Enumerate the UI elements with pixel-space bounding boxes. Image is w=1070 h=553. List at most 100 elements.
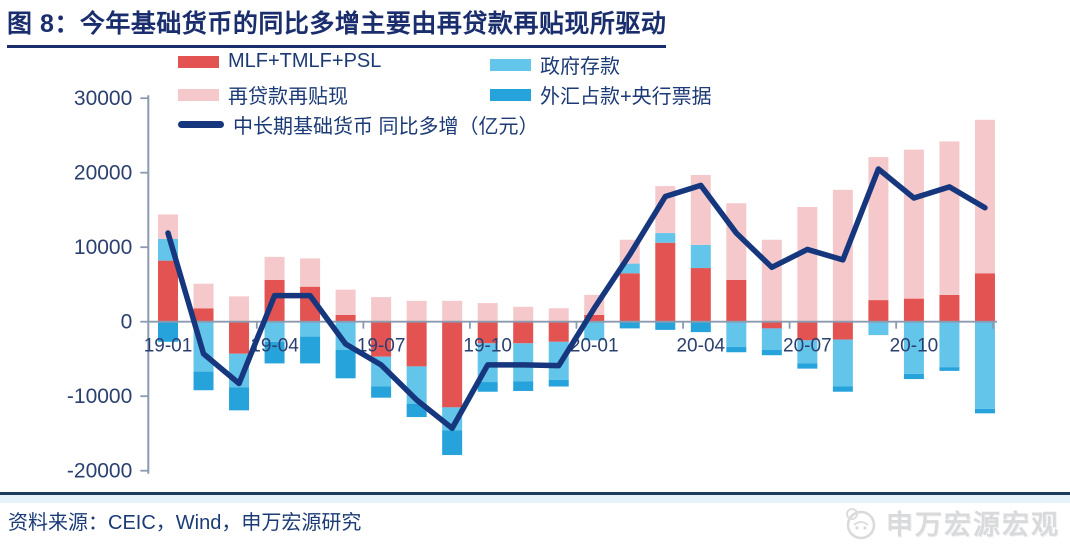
bar-segment-relending <box>229 296 250 322</box>
bar-segment-mlf <box>939 294 960 322</box>
bar-segment-relending <box>335 289 356 315</box>
bar-segment-mlf <box>868 300 889 322</box>
bar-segment-fx <box>193 371 214 391</box>
legend-label-line: 中长期基础货币 同比多增（亿元） <box>233 116 539 138</box>
bar-segment-fx <box>335 350 356 379</box>
bar-segment-relending <box>797 206 818 322</box>
legend-item-fx: 外汇占款+央行票据 <box>490 80 712 109</box>
figure-header: 图 8：今年基础货币的同比多增主要由再贷款再贴现所驱动 <box>7 4 667 48</box>
bar-segment-gov <box>974 321 995 409</box>
legend-label-gov: 政府存款 <box>540 56 620 78</box>
legend-item-gov: 政府存款 <box>490 50 620 79</box>
bar-segment-fx <box>371 386 392 398</box>
bar-segment-gov <box>761 328 782 351</box>
x-tick-label: 19-04 <box>250 336 299 357</box>
bar-segment-mlf <box>513 321 534 344</box>
bar-segment-gov <box>939 321 960 368</box>
bar-segment-relending <box>513 306 534 322</box>
bar-segment-relending <box>371 297 392 322</box>
bar-segment-mlf <box>726 279 747 322</box>
bar-segment-relending <box>548 308 569 322</box>
bar-segment-gov <box>335 321 356 351</box>
y-tick-label: -20000 <box>67 460 132 483</box>
x-tick-label: 19-07 <box>357 336 406 357</box>
bar-segment-fx <box>832 386 853 392</box>
bar-segment-fx <box>264 341 285 364</box>
bar-segment-fx <box>726 347 747 353</box>
bar-segment-mlf <box>655 242 676 322</box>
bar-segment-gov <box>584 321 605 341</box>
bar-segment-gov <box>832 339 853 387</box>
bar-segment-mlf <box>158 260 178 322</box>
bar-segment-relending <box>903 149 924 299</box>
bar-segment-relending <box>406 300 427 322</box>
bar-segment-relending <box>868 157 889 301</box>
bar-segment-gov <box>903 321 924 374</box>
bar-segment-relending <box>264 256 285 280</box>
watermark-text: 申万宏源宏观 <box>886 510 1060 540</box>
bar-segment-gov <box>797 340 818 364</box>
gov-swatch-icon <box>490 58 531 71</box>
mlf-swatch-icon <box>178 55 219 68</box>
bar-segment-mlf <box>761 321 782 329</box>
bar-segment-mlf <box>229 321 250 354</box>
legend-label-mlf: MLF+TMLF+PSL <box>228 50 382 72</box>
swhy-logo-icon <box>846 507 876 539</box>
bar-segment-relending <box>974 119 995 274</box>
relending-swatch-icon <box>178 88 219 101</box>
bar-segment-mlf <box>832 321 853 340</box>
bar-segment-mlf <box>903 298 924 322</box>
bar-segment-relending <box>477 303 498 322</box>
legend-item-line: 中长期基础货币 同比多增（亿元） <box>178 110 539 139</box>
y-tick-label: 30000 <box>74 87 132 110</box>
fx-swatch-icon <box>490 88 531 101</box>
bar-segment-mlf <box>548 321 569 342</box>
bar-segment-gov <box>690 244 711 269</box>
bar-segment-relending <box>300 258 321 287</box>
legend-label-relending: 再贷款再贴现 <box>228 86 348 108</box>
x-tick-label: 20-07 <box>783 336 832 357</box>
x-tick-label: 19-10 <box>463 336 512 357</box>
bar-segment-relending <box>193 283 214 309</box>
bar-segment-mlf <box>442 321 463 408</box>
bar-segment-relending <box>442 300 463 322</box>
bar-segment-relending <box>158 214 178 240</box>
legend-label-fx: 外汇占款+央行票据 <box>540 86 712 108</box>
legend-item-mlf: MLF+TMLF+PSL <box>178 50 381 73</box>
bar-segment-fx <box>690 321 711 333</box>
bar-segment-mlf <box>797 321 818 341</box>
bar-segment-mlf <box>619 273 640 322</box>
bar-segment-gov <box>300 321 321 337</box>
bar-segment-fx <box>300 336 321 364</box>
bottom-divider-line <box>0 492 1070 495</box>
bar-segment-gov <box>264 321 285 342</box>
watermark: 申万宏源宏观 <box>842 503 1060 542</box>
bar-segment-fx <box>655 321 676 330</box>
bar-segment-gov <box>868 321 889 336</box>
bar-segment-relending <box>761 239 782 322</box>
x-tick-label: 20-01 <box>570 336 619 357</box>
y-tick-label: 0 <box>121 311 133 334</box>
bar-segment-fx <box>442 430 463 456</box>
bar-segment-mlf <box>193 308 214 322</box>
bar-segment-fx <box>797 363 818 369</box>
bar-segment-gov <box>619 263 640 274</box>
bar-segment-gov <box>655 233 676 243</box>
bar-segment-mlf <box>690 268 711 322</box>
figure-title: 图 8：今年基础货币的同比多增主要由再贷款再贴现所驱动 <box>7 4 667 48</box>
bar-segment-mlf <box>974 273 995 322</box>
source-note: 资料来源：CEIC，Wind，申万宏源研究 <box>8 512 362 534</box>
bar-segment-fx <box>548 379 569 387</box>
bar-segment-gov <box>726 321 747 348</box>
bar-segment-fx <box>974 408 995 414</box>
bar-segment-fx <box>477 382 498 392</box>
bar-segment-mlf <box>584 314 605 322</box>
bar-segment-relending <box>939 141 960 295</box>
bar-segment-fx <box>513 381 534 391</box>
bar-segment-mlf <box>477 321 498 344</box>
x-tick-label: 20-10 <box>890 336 939 357</box>
bar-segment-fx <box>903 373 924 380</box>
y-tick-label: 20000 <box>74 162 132 185</box>
